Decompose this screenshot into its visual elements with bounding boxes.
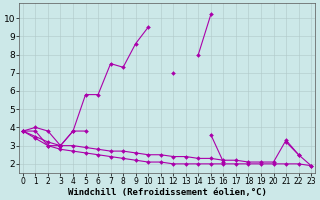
- X-axis label: Windchill (Refroidissement éolien,°C): Windchill (Refroidissement éolien,°C): [68, 188, 267, 197]
